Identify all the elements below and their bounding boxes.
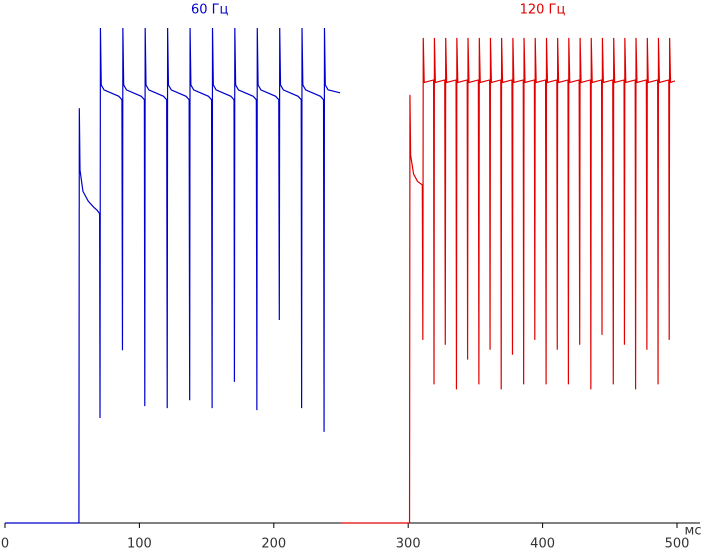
x-tick-label: 100 <box>127 537 152 552</box>
series-line <box>5 27 341 524</box>
series-line <box>341 37 676 524</box>
series-label: 60 Гц <box>191 3 229 18</box>
series-label: 120 Гц <box>520 3 566 18</box>
x-tick-label: 200 <box>261 537 286 552</box>
x-tick-label: 300 <box>396 537 421 552</box>
x-tick-label: 0 <box>1 537 9 552</box>
x-axis-label: мс <box>685 524 702 539</box>
x-tick-label: 500 <box>665 537 690 552</box>
x-tick-label: 400 <box>530 537 555 552</box>
